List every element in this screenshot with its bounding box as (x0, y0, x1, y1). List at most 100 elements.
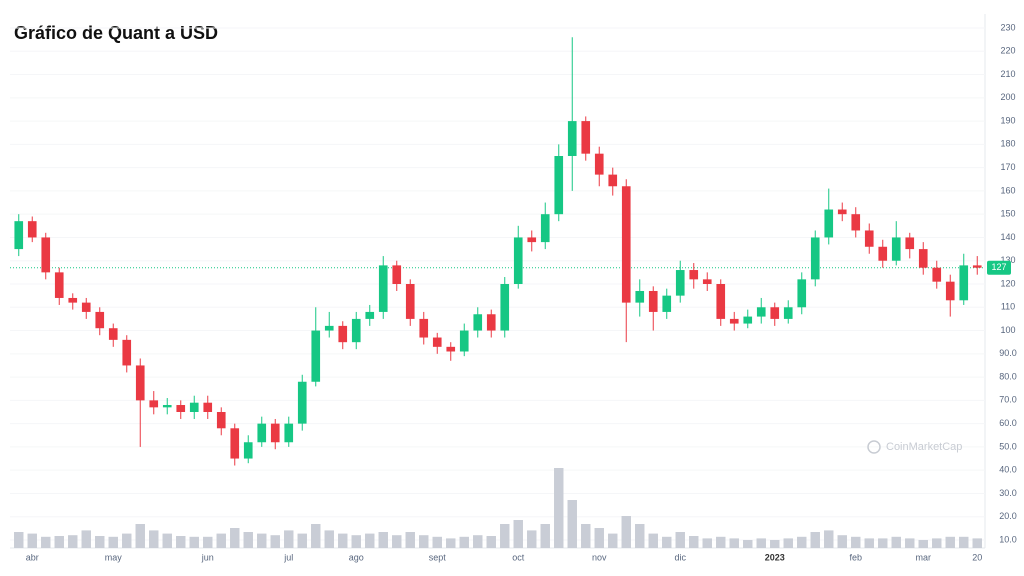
candle-body (311, 330, 321, 382)
x-tick-label: oct (512, 552, 525, 562)
volume-bar (365, 533, 375, 548)
candle-body (473, 314, 483, 331)
volume-bar (257, 533, 267, 548)
candle-body (176, 405, 186, 412)
volume-bar (729, 538, 739, 548)
volume-bar (95, 536, 105, 548)
candle-body (243, 442, 253, 459)
candle-body (554, 156, 564, 215)
y-tick-label: 30.0 (999, 488, 1017, 498)
candle-body (743, 316, 753, 324)
candle-body (81, 302, 91, 312)
candle-body (95, 311, 105, 329)
candle-body (702, 279, 712, 284)
y-tick-label: 80.0 (999, 371, 1017, 381)
volume-bar (41, 536, 51, 548)
candle-body (675, 270, 685, 296)
y-tick-label: 130 (1000, 255, 1015, 265)
watermark-text: CoinMarketCap (886, 441, 962, 453)
volume-bar (662, 536, 672, 548)
last-price-badge (987, 260, 1011, 275)
volume-bar (621, 516, 631, 548)
volume-bar (486, 536, 496, 548)
candle-body (216, 412, 226, 429)
volume-bar (473, 535, 483, 548)
volume-bar (135, 524, 145, 548)
candle-body (108, 328, 118, 340)
volume-bar (419, 535, 429, 548)
volume-bar (392, 535, 402, 548)
candle-body (797, 279, 807, 308)
candle-body (27, 221, 37, 238)
volume-bar (527, 530, 537, 548)
x-tick-label: abr (26, 552, 39, 562)
candle-body (149, 400, 159, 408)
volume-bar (270, 535, 280, 548)
candle-body (405, 284, 415, 319)
candle-body (635, 290, 645, 303)
candle-body (581, 121, 591, 154)
candle-body (378, 265, 388, 312)
volume-bar (351, 535, 361, 548)
volume-bar (324, 530, 334, 548)
volume-bar (122, 533, 132, 548)
volume-bar (216, 533, 226, 548)
y-tick-label: 230 (1000, 22, 1015, 32)
volume-bar (581, 524, 591, 548)
x-tick-label: jul (283, 552, 293, 562)
candle-body (891, 237, 901, 261)
candle-body (662, 295, 672, 312)
volume-bar (959, 536, 969, 548)
volume-bar (540, 524, 550, 548)
x-tick-label: 20 (972, 552, 982, 562)
y-tick-label: 10.0 (999, 534, 1017, 544)
volume-bar (783, 538, 793, 548)
x-tick-label: 2023 (765, 552, 785, 562)
candle-body (729, 318, 739, 324)
volume-bar (905, 538, 915, 548)
volume-bar (810, 532, 820, 548)
candle-body (824, 209, 834, 238)
candle-body (689, 270, 699, 280)
candle-body (135, 365, 145, 401)
x-tick-label: sept (429, 552, 447, 562)
y-tick-label: 70.0 (999, 395, 1017, 405)
candle-body (851, 214, 861, 231)
candle-body (297, 381, 307, 424)
candle-body (648, 290, 658, 312)
volume-bar (176, 536, 186, 548)
x-tick-label: ago (349, 552, 364, 562)
candle-body (446, 346, 456, 352)
candle-body (41, 237, 51, 273)
volume-bar (500, 524, 510, 548)
volume-bar (756, 538, 766, 548)
volume-bar (513, 520, 523, 548)
candle-body (932, 267, 942, 282)
candle-body (567, 121, 577, 156)
volume-bar (311, 524, 321, 548)
y-tick-label: 50.0 (999, 441, 1017, 451)
candle-body (621, 186, 631, 303)
candle-body (905, 237, 915, 250)
candle-body (54, 272, 64, 298)
watermark: CoinMarketCap (867, 440, 962, 454)
volume-bar (338, 533, 348, 548)
candle-body (365, 311, 375, 319)
volume-bar (635, 524, 645, 548)
volume-bar (446, 538, 456, 548)
y-tick-label: 40.0 (999, 465, 1017, 475)
volume-bar (824, 530, 834, 548)
volume-bar (54, 536, 64, 548)
candle-body (459, 330, 469, 352)
volume-bar (851, 536, 861, 548)
volume-bar (432, 536, 442, 548)
candle-body (432, 337, 442, 347)
candle-body (419, 318, 429, 338)
candle-body (878, 246, 888, 261)
volume-bar (230, 528, 240, 548)
candle-body (608, 174, 618, 187)
candle-body (122, 339, 132, 366)
volume-bar (743, 540, 753, 548)
